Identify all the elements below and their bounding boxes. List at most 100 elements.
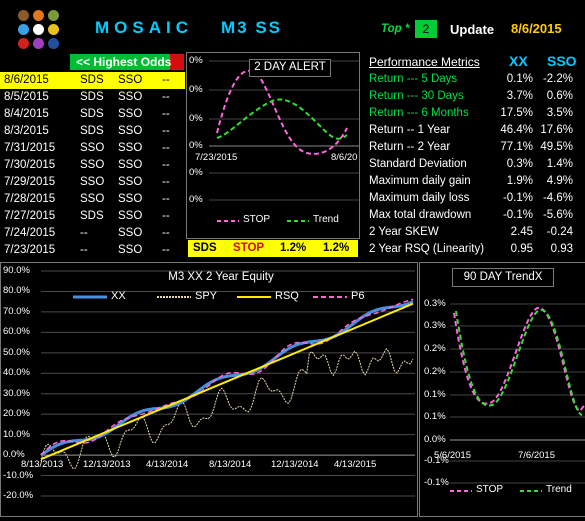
alert-legend xyxy=(217,220,309,222)
signal-ticker-c: -- xyxy=(162,159,170,171)
equity-y-tick: 50.0% xyxy=(3,346,30,358)
trendx-y-tick: 0.2% xyxy=(424,366,446,377)
alert-chart xyxy=(209,60,359,201)
signal-ticker-c: -- xyxy=(162,108,170,120)
alert-x-start: 7/23/2015 xyxy=(195,152,238,163)
perf-xx-value: 17.5% xyxy=(500,107,533,119)
update-date: 8/6/2015 xyxy=(511,21,562,36)
signal-ticker-c: -- xyxy=(162,74,170,86)
alert-y-tick: 0% xyxy=(189,55,203,66)
equity-legend-label: SPY xyxy=(195,290,218,302)
perf-row: Return -- 1 Year 46.4% 17.6% xyxy=(368,123,585,140)
alert-legend-stop: STOP xyxy=(243,214,271,225)
signal-ticker-b: SSO xyxy=(118,159,143,171)
signal-ticker-b: SSO xyxy=(118,74,143,86)
alert-title: 2 DAY ALERT xyxy=(254,61,326,73)
signal-row[interactable]: 7/29/2015 SSO SSO -- xyxy=(0,174,185,191)
logo-dot xyxy=(18,38,29,49)
signal-ticker-a: -- xyxy=(80,244,88,256)
equity-xx-line xyxy=(40,300,414,457)
signal-ticker-b: SSO xyxy=(118,176,143,188)
alert-panel: 2 DAY ALERT 0% 0% 0% 0% 0% 0% 7/23/2015 8/6/2… xyxy=(186,52,360,239)
equity-y-tick: 90.0% xyxy=(3,265,30,276)
trendx-y-tick: -0.1% xyxy=(424,455,449,466)
top-value-input[interactable]: 2 xyxy=(415,20,437,38)
perf-row: Return --- 5 Days 0.1% -2.2% xyxy=(368,72,585,89)
logo-dot xyxy=(33,24,44,35)
signal-row[interactable]: 7/24/2015 -- SSO -- xyxy=(0,225,185,242)
signal-row[interactable]: 8/5/2015 SDS SSO -- xyxy=(0,89,185,106)
highest-odds-label: << Highest Odds xyxy=(76,55,172,69)
alert-footer-ticker: SDS xyxy=(193,242,217,254)
logo-dot xyxy=(33,38,44,49)
trendx-panel: 90 DAY TrendX 0.3% 0.3% 0.2% 0.2% 0.1% 0.1% 0.… xyxy=(419,262,585,517)
perf-label: Return -- 1 Year xyxy=(369,124,451,136)
equity-y-tick: 70.0% xyxy=(3,305,30,317)
equity-x-tick: 8/13/2013 xyxy=(21,459,64,470)
equity-y-tick: 20.0% xyxy=(3,408,30,420)
perf-label: Max total drawdown xyxy=(369,209,472,221)
trendx-legend-trend: Trend xyxy=(546,484,572,495)
signal-ticker-a: SSO xyxy=(80,142,105,154)
signal-ticker-c: -- xyxy=(162,142,170,154)
signal-ticker-b: SSO xyxy=(118,210,143,222)
equity-y-tick: 40.0% xyxy=(3,367,30,379)
highest-odds-header[interactable] xyxy=(70,54,182,70)
equity-y-tick: -20.0% xyxy=(3,490,34,501)
signal-row[interactable]: 8/4/2015 SDS SSO -- xyxy=(0,106,185,123)
signal-date: 7/30/2015 xyxy=(4,159,56,171)
perf-sso-value: -2.2% xyxy=(542,73,573,85)
system-name: M3 SS xyxy=(221,18,283,37)
signal-date: 7/29/2015 xyxy=(4,176,56,188)
perf-xx-value: 46.4% xyxy=(500,124,533,136)
equity-y-tick: 30.0% xyxy=(3,387,30,399)
alert-y-tick: 0% xyxy=(189,84,203,95)
signal-ticker-c: -- xyxy=(162,91,170,103)
alert-y-tick: 0% xyxy=(189,140,203,151)
equity-spy-line xyxy=(40,348,414,470)
alert-trend-line xyxy=(216,98,348,140)
perf-row: Max total drawdown -0.1% -5.6% xyxy=(368,208,585,225)
perf-xx-value: 0.3% xyxy=(506,158,533,170)
signal-ticker-b: SSO xyxy=(118,91,143,103)
signal-row[interactable]: 7/23/2015 -- SSO -- xyxy=(0,242,185,259)
signal-row[interactable]: 7/31/2015 SSO SSO -- xyxy=(0,140,185,157)
equity-x-tick: 12/13/2014 xyxy=(271,459,319,470)
signal-date: 7/31/2015 xyxy=(4,142,56,154)
equity-legend-label: XX xyxy=(111,290,126,302)
perf-label: 2 Year SKEW xyxy=(369,226,439,238)
perf-xx-value: 2.45 xyxy=(510,226,533,238)
signal-row[interactable]: 8/3/2015 SDS SSO -- xyxy=(0,123,185,140)
perf-row: Standard Deviation 0.3% 1.4% xyxy=(368,157,585,174)
signal-ticker-b: SSO xyxy=(118,227,143,239)
perf-row: Maximum daily loss -0.1% -4.6% xyxy=(368,191,585,208)
perf-header: Performance Metrics xyxy=(369,55,480,69)
signal-row[interactable]: 7/28/2015 SSO SSO -- xyxy=(0,191,185,208)
perf-col-sso: SSO xyxy=(547,53,577,69)
logo-dot xyxy=(48,38,59,49)
signal-date: 8/6/2015 xyxy=(4,74,49,86)
signal-ticker-a: SSO xyxy=(80,193,105,205)
signal-ticker-b: SSO xyxy=(118,142,143,154)
signal-ticker-a: SDS xyxy=(80,125,104,137)
signal-row[interactable]: 7/30/2015 SSO SSO -- xyxy=(0,157,185,174)
equity-y-tick: -10.0% xyxy=(3,469,34,481)
alert-title-box xyxy=(249,59,331,77)
equity-rsq-line xyxy=(40,302,414,461)
signal-date: 7/28/2015 xyxy=(4,193,56,205)
signal-ticker-a: SDS xyxy=(80,74,104,86)
trendx-y-tick: 0.2% xyxy=(424,343,446,354)
perf-sso-value: 0.93 xyxy=(550,243,573,255)
signal-row[interactable]: 8/6/2015 SDS SSO -- xyxy=(0,72,185,89)
perf-row: Return --- 30 Days 3.7% 0.6% xyxy=(368,89,585,106)
signal-ticker-b: SSO xyxy=(118,193,143,205)
perf-sso-value: 0.6% xyxy=(546,90,573,102)
perf-sso-value: -5.6% xyxy=(542,209,573,221)
signal-ticker-a: SDS xyxy=(80,108,104,120)
equity-y-tick: 80.0% xyxy=(3,285,30,297)
perf-sso-value: 49.5% xyxy=(540,141,573,153)
signal-row[interactable]: 7/27/2015 SDS SSO -- xyxy=(0,208,185,225)
alert-footer-val1: 1.2% xyxy=(280,242,307,254)
trendx-y-tick: 0.3% xyxy=(424,298,446,309)
perf-sso-value: -0.24 xyxy=(546,226,573,238)
